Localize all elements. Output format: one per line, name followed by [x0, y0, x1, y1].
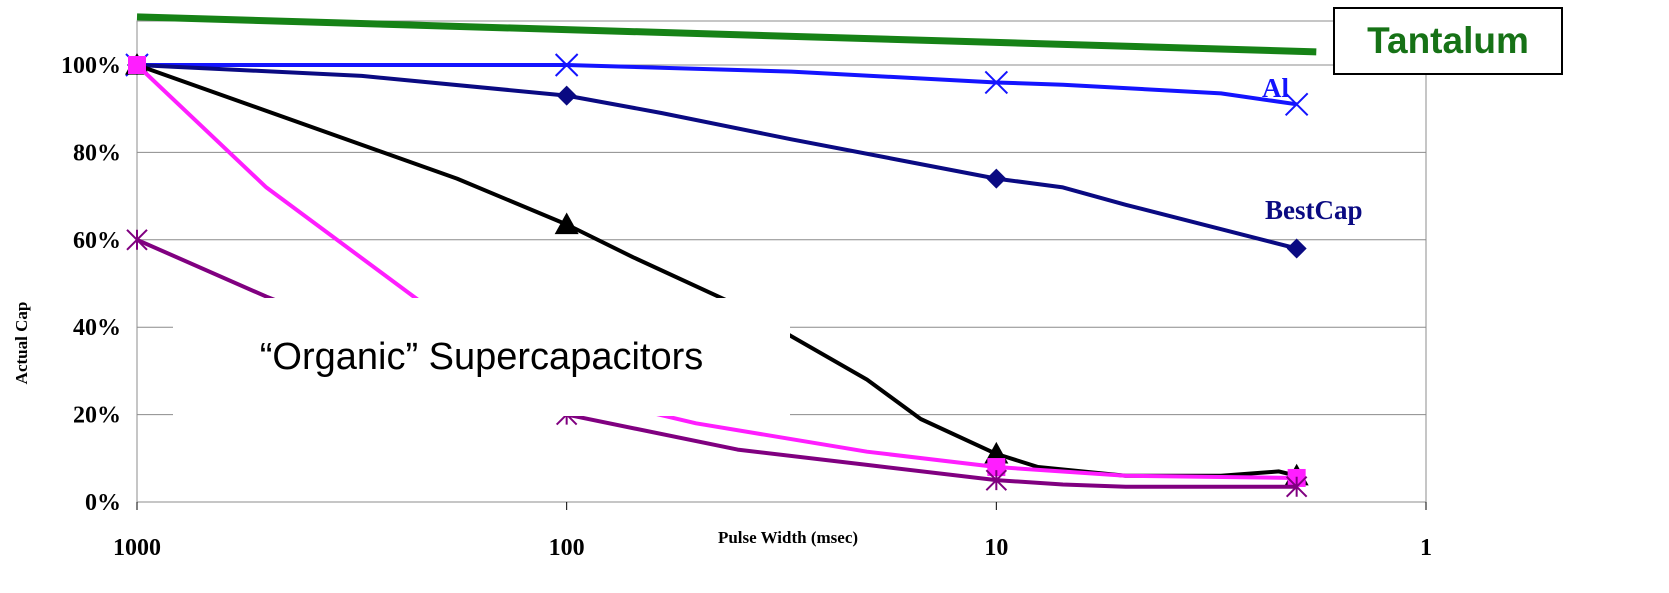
series-lines [125, 13, 1317, 498]
x-tick-label: 1 [1420, 535, 1432, 561]
x-tick-label: 1000 [113, 535, 161, 561]
x-tick-label: 100 [549, 535, 585, 561]
data-point [985, 469, 1008, 491]
series-label-bestcap: BestCap [1265, 195, 1363, 225]
x-axis-title: Pulse Width (msec) [718, 528, 858, 547]
data-point [987, 458, 1006, 477]
series-label-al: Al [1262, 73, 1289, 103]
data-point [554, 53, 579, 77]
tantalum-label-box: Tantalum [1333, 7, 1563, 75]
tick-labels: 0% 20% 40% 60% 80% 100% 1000 100 10 1 [61, 53, 1432, 561]
data-point [1286, 238, 1307, 259]
data-point [556, 85, 577, 106]
series-line [137, 63, 1297, 107]
organic-supercapacitors-label: “Organic” Supercapacitors [259, 335, 704, 378]
y-tick-label: 80% [73, 140, 121, 166]
data-point [984, 70, 1009, 95]
data-point [126, 229, 148, 251]
series-line [136, 13, 1317, 56]
data-point [1284, 92, 1309, 117]
data-point [554, 212, 579, 235]
x-tick-label: 10 [984, 535, 1008, 561]
series-line [136, 63, 1298, 251]
data-point [128, 56, 146, 74]
y-tick-label: 20% [73, 403, 121, 429]
y-tick-label: 100% [61, 53, 121, 79]
y-tick-label: 0% [85, 490, 121, 516]
y-axis-title: Actual Cap [12, 302, 31, 385]
tantalum-label: Tantalum [1367, 20, 1529, 61]
data-point [1285, 475, 1308, 498]
y-tick-label: 40% [73, 315, 121, 341]
organic-supercapacitors-label-box: “Organic” Supercapacitors [173, 298, 790, 416]
y-tick-label: 60% [73, 228, 121, 254]
series-line [135, 63, 1297, 480]
data-point [986, 168, 1007, 189]
